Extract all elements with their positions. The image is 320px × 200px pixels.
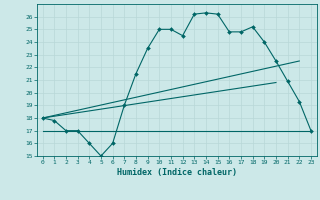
X-axis label: Humidex (Indice chaleur): Humidex (Indice chaleur) [117,168,237,177]
